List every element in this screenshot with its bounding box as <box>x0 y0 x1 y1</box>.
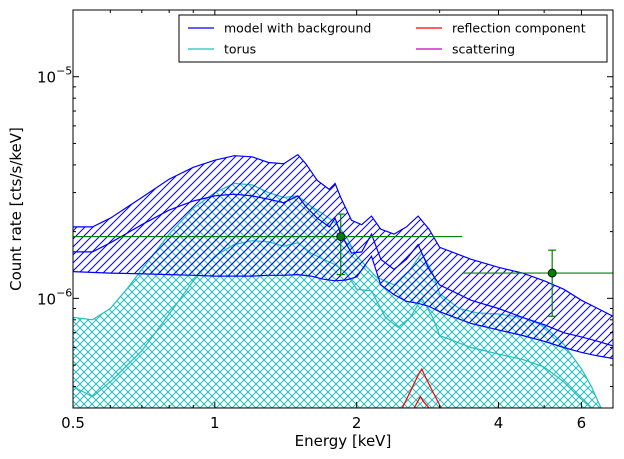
legend-box <box>178 14 608 63</box>
data-marker <box>547 268 557 278</box>
y-tick-label: 10−6 <box>37 286 72 308</box>
y-tick-exponent: −6 <box>56 286 72 299</box>
series-layer <box>73 153 613 408</box>
legend-label: torus <box>224 42 256 57</box>
data-marker <box>336 232 346 241</box>
legend-label: scattering <box>452 42 515 57</box>
series-2-line <box>401 367 442 408</box>
legend-label: reflection component <box>452 21 586 36</box>
y-axis-label: Count rate [cts/s/keV] <box>7 127 25 291</box>
x-tick-label: 4 <box>494 414 504 432</box>
y-tick-base: 10 <box>37 69 56 87</box>
plot-frame <box>72 9 614 409</box>
legend-items: model with background torus reflection com… <box>188 21 586 57</box>
x-tick-label: 1 <box>210 414 220 432</box>
data-points-layer <box>73 213 613 317</box>
series-0-middle-line <box>73 193 613 347</box>
data-point-0 <box>73 213 463 276</box>
series-2-line-lower <box>413 395 430 408</box>
legend-label: model with background <box>224 21 371 36</box>
legend: model with background torus reflection com… <box>178 14 608 63</box>
series-0-upper-line <box>73 153 613 317</box>
y-tick-base: 10 <box>37 290 56 308</box>
x-axis-label: Energy [keV] <box>295 432 392 450</box>
x-tick-label: 6 <box>577 414 587 432</box>
data-point-1 <box>462 249 613 317</box>
y-tick-labels: 10−610−5 <box>37 65 72 309</box>
y-tick-label: 10−5 <box>37 65 72 87</box>
x-tick-label: 0.5 <box>61 414 85 432</box>
ticks-layer <box>72 9 614 408</box>
x-tick-labels: 0.5 1 2 4 6 <box>61 414 586 432</box>
series-0-lower-line <box>73 254 613 360</box>
x-tick-label: 2 <box>352 414 362 432</box>
y-tick-exponent: −5 <box>56 65 72 78</box>
series-0-band <box>73 154 613 359</box>
